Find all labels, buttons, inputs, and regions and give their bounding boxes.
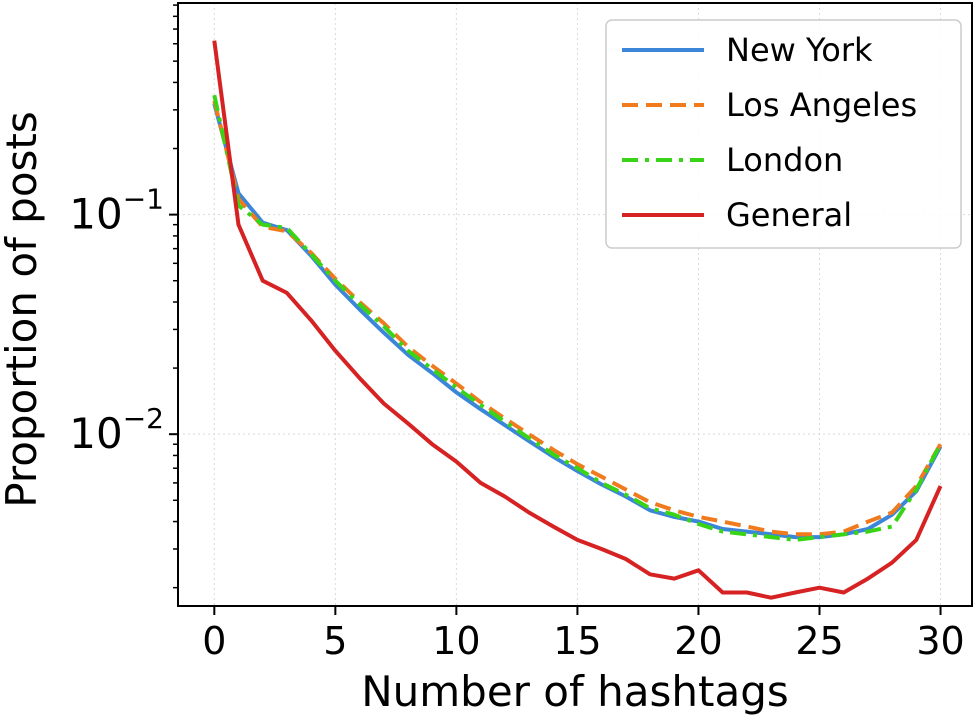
legend-label: Los Angeles [726, 86, 917, 124]
y-axis-title: Proportion of posts [0, 111, 46, 507]
legend: New York Los Angeles London General [605, 19, 962, 249]
x-tick-label: 30 [916, 619, 964, 663]
y-tick-label: 10−2 [69, 402, 164, 458]
series-line-general [212, 40, 943, 600]
x-axis-title: Number of hashtags [361, 667, 789, 716]
x-axis: 0 5 10 15 20 25 30 [202, 606, 965, 663]
x-tick-label: 25 [795, 619, 843, 663]
legend-label: London [726, 141, 843, 179]
x-tick-label: 10 [432, 619, 480, 663]
series-group [212, 40, 943, 600]
x-tick-label: 0 [202, 619, 226, 663]
x-tick-label: 15 [553, 619, 601, 663]
x-tick-label: 20 [674, 619, 722, 663]
legend-label: New York [726, 31, 873, 69]
series-line-new-york [212, 103, 943, 540]
x-tick-label: 5 [323, 619, 347, 663]
y-tick-label: 10−1 [69, 183, 164, 239]
legend-label: General [726, 196, 852, 234]
y-axis: 10−1 10−2 [69, 4, 178, 589]
legend-box [605, 19, 962, 249]
plot-area-frame [177, 2, 973, 607]
series-line-london [212, 94, 943, 542]
